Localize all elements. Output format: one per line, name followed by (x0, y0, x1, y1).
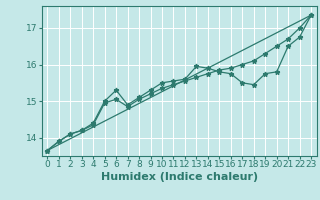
X-axis label: Humidex (Indice chaleur): Humidex (Indice chaleur) (100, 172, 258, 182)
